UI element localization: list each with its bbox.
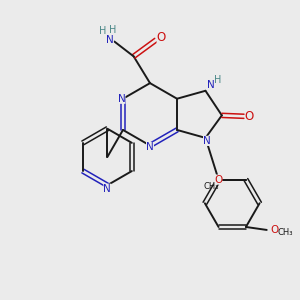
Text: N: N [103, 184, 111, 194]
Text: CH₃: CH₃ [278, 228, 293, 237]
Text: O: O [270, 225, 278, 235]
Text: N: N [146, 142, 154, 152]
Text: N: N [106, 35, 114, 45]
Text: CH₃: CH₃ [203, 182, 219, 190]
Text: H: H [99, 26, 107, 36]
Text: N: N [207, 80, 215, 90]
Text: O: O [157, 31, 166, 44]
Text: H: H [214, 75, 222, 85]
Text: N: N [118, 94, 125, 104]
Text: N: N [203, 136, 211, 146]
Text: O: O [214, 175, 222, 184]
Text: O: O [245, 110, 254, 123]
Text: H: H [109, 25, 116, 34]
